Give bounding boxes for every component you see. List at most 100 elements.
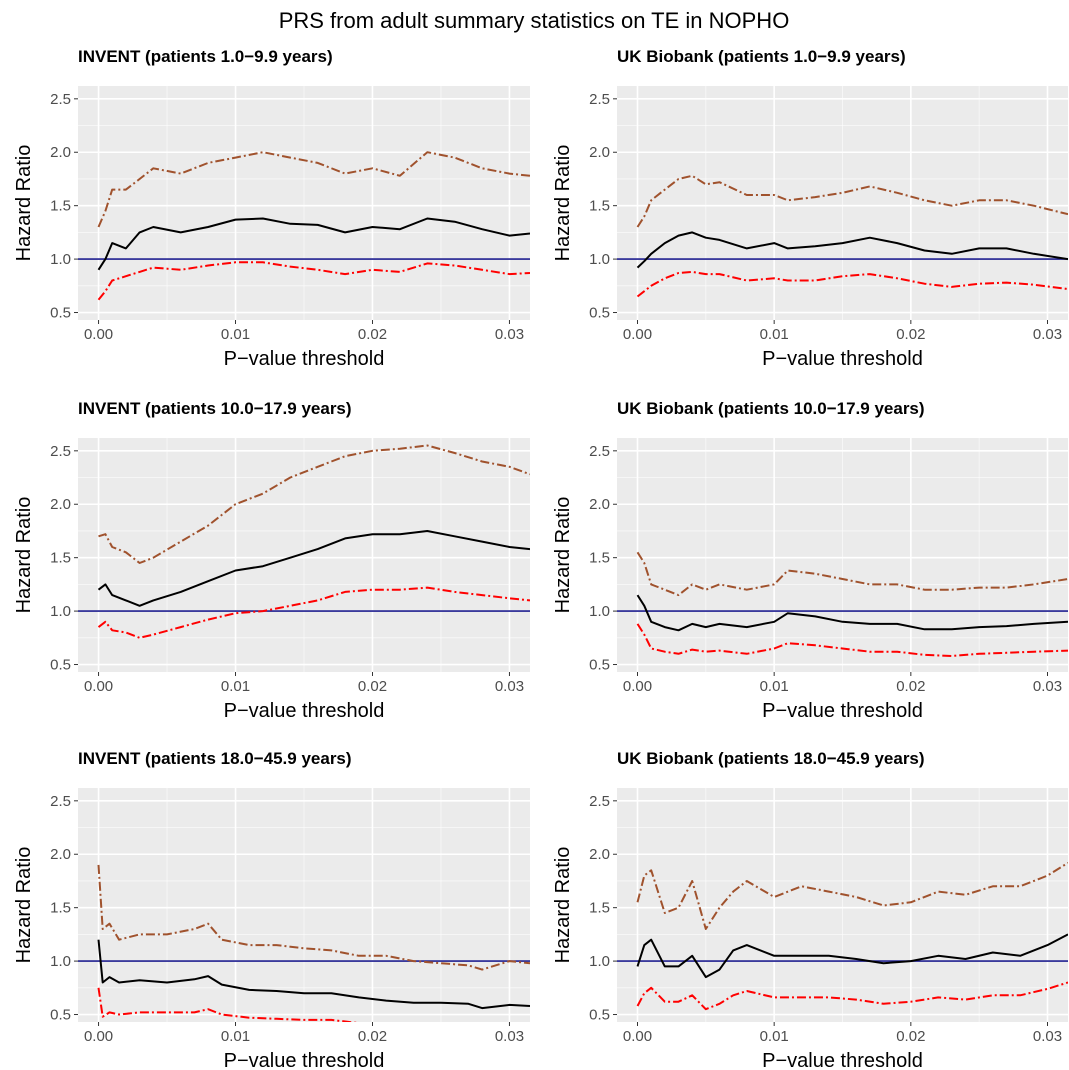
hazard-ratio-line [636,231,1068,269]
lower-ci-line [97,261,530,301]
y-tick-label: 0.5 [589,1007,610,1024]
x-axis-label: P−value threshold [762,700,923,722]
x-tick-label: 0.01 [221,1028,250,1045]
series-group [97,864,530,1022]
x-tick-label: 0.01 [760,1028,789,1045]
y-tick-label: 1.5 [589,900,610,917]
y-tick-label: 1.0 [589,251,610,268]
y-tick-label: 1.0 [50,603,71,620]
y-tick-label: 1.5 [50,550,71,567]
y-tick-label: 0.5 [50,657,71,674]
x-tick-label: 0.03 [495,1028,524,1045]
y-tick-label: 2.5 [589,91,610,108]
x-tick-label: 0.01 [221,326,250,343]
y-tick-label: 2.0 [589,846,610,863]
x-axis-label: P−value threshold [224,1050,385,1070]
x-tick-label: 0.03 [495,678,524,695]
y-tick-label: 0.5 [589,657,610,674]
x-tick-label: 0.02 [358,326,387,343]
hazard-ratio-line [636,594,1068,632]
lower-ci-line [636,981,1068,1011]
x-tick-label: 0.00 [623,678,652,695]
panel-2: 0.00 0.01 0.02 0.03 0.5 1.0 1.5 2.0 2.5 UK Bioban… [552,47,1068,370]
y-tick-label: 0.5 [50,1007,71,1024]
panel-title: INVENT (patients 1.0−9.9 years) [78,47,333,66]
lower-ci-line [97,987,359,1022]
y-tick-label: 1.5 [50,198,71,215]
series-group [636,861,1068,1011]
panel-3: 0.00 0.01 0.02 0.03 0.5 1.0 1.5 2.0 2.5 INVENT (p… [13,399,530,722]
figure-title: PRS from adult summary statistics on TE … [279,8,790,33]
x-tick-label: 0.02 [358,1028,387,1045]
panel-1: 0.00 0.01 0.02 0.03 0.5 1.0 1.5 2.0 2.5 INVENT (p… [13,47,530,370]
panel-6: 0.00 0.01 0.02 0.03 0.5 1.0 1.5 2.0 2.5 UK Bioban… [552,749,1068,1070]
panel-title: UK Biobank (patients 10.0−17.9 years) [617,399,925,418]
y-tick-label: 1.5 [589,550,610,567]
lower-ci-line [636,623,1068,657]
hazard-ratio-line [97,530,530,607]
series-group [97,151,530,301]
x-tick-label: 0.00 [623,1028,652,1045]
x-axis-label: P−value threshold [224,348,385,370]
y-tick-label: 1.5 [50,900,71,917]
hazard-ratio-line [97,939,530,1010]
y-axis-label: Hazard Ratio [552,847,574,964]
upper-ci-line [636,861,1068,930]
x-tick-label: 0.02 [896,326,925,343]
y-tick-label: 2.0 [50,846,71,863]
y-axis-label: Hazard Ratio [552,497,574,614]
x-tick-label: 0.00 [623,326,652,343]
y-axis-label: Hazard Ratio [13,145,35,262]
x-tick-label: 0.01 [760,678,789,695]
x-tick-label: 0.03 [1033,1028,1062,1045]
x-tick-label: 0.01 [221,678,250,695]
hazard-ratio-line [636,933,1068,979]
panel-5: 0.00 0.01 0.02 0.03 0.5 1.0 1.5 2.0 2.5 INVENT (p… [13,749,530,1070]
y-tick-label: 0.5 [50,305,71,322]
upper-ci-line [97,864,530,971]
x-tick-label: 0.00 [84,678,113,695]
x-tick-label: 0.00 [84,326,113,343]
x-tick-label: 0.03 [1033,326,1062,343]
lower-ci-line [636,270,1068,298]
panel-title: UK Biobank (patients 1.0−9.9 years) [617,47,906,66]
y-tick-label: 2.5 [589,793,610,810]
series-group [636,174,1068,298]
series-group [636,551,1068,657]
x-tick-label: 0.01 [760,326,789,343]
y-tick-label: 1.0 [589,953,610,970]
y-tick-label: 0.5 [589,305,610,322]
x-tick-label: 0.00 [84,1028,113,1045]
upper-ci-line [636,551,1068,597]
hazard-ratio-line [97,217,530,271]
y-tick-label: 2.0 [50,144,71,161]
panels-container: 0.00 0.01 0.02 0.03 0.5 1.0 1.5 2.0 2.5 INVENT (p… [13,47,1068,1070]
lower-ci-line [97,586,530,639]
y-tick-label: 1.5 [589,198,610,215]
y-tick-label: 1.0 [50,251,71,268]
y-tick-label: 1.0 [50,953,71,970]
x-axis-label: P−value threshold [762,1050,923,1070]
y-tick-label: 2.5 [50,793,71,810]
y-tick-label: 2.0 [50,496,71,513]
panel-title: INVENT (patients 10.0−17.9 years) [78,399,352,418]
upper-ci-line [97,151,530,228]
x-tick-label: 0.02 [896,1028,925,1045]
y-tick-label: 2.5 [589,443,610,460]
y-axis-label: Hazard Ratio [13,497,35,614]
y-tick-label: 2.5 [50,91,71,108]
y-tick-label: 2.0 [589,144,610,161]
y-tick-label: 2.0 [589,496,610,513]
x-axis-label: P−value threshold [224,700,385,722]
y-tick-label: 1.0 [589,603,610,620]
panel-title: UK Biobank (patients 18.0−45.9 years) [617,749,925,768]
upper-ci-line [98,444,530,564]
x-tick-label: 0.03 [1033,678,1062,695]
y-tick-label: 2.5 [50,443,71,460]
series-group [97,444,530,639]
panel-4: 0.00 0.01 0.02 0.03 0.5 1.0 1.5 2.0 2.5 UK Bioban… [552,399,1068,722]
panel-title: INVENT (patients 18.0−45.9 years) [78,749,352,768]
y-axis-label: Hazard Ratio [13,847,35,964]
x-axis-label: P−value threshold [762,348,923,370]
